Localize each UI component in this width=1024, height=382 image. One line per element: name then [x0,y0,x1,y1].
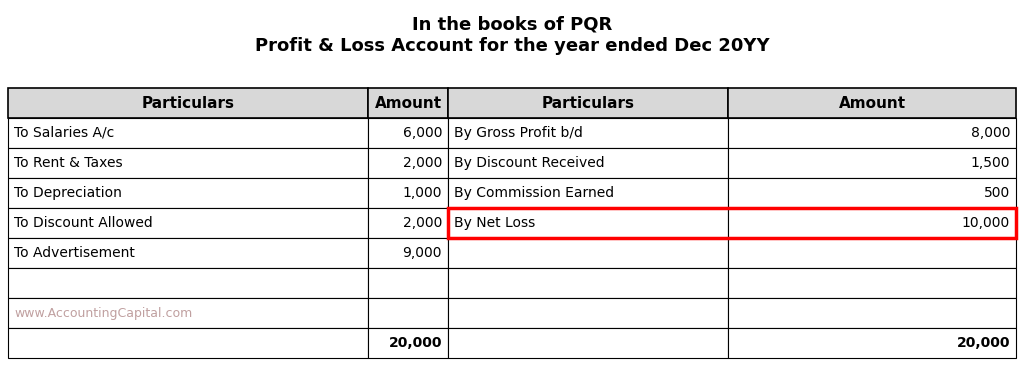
Text: Amount: Amount [839,96,905,110]
Bar [728,298,1016,328]
Bar [728,88,1016,118]
Text: By Commission Earned: By Commission Earned [454,186,614,200]
Bar [368,178,449,208]
Text: Amount: Amount [375,96,441,110]
Text: To Depreciation: To Depreciation [14,186,122,200]
Bar [449,328,728,358]
Bar [8,238,368,268]
Bar [449,298,728,328]
Bar [8,88,368,118]
Text: Profit & Loss Account for the year ended Dec 20YY: Profit & Loss Account for the year ended… [255,37,769,55]
Text: 20,000: 20,000 [956,336,1010,350]
Bar [368,148,449,178]
Bar [8,268,368,298]
Bar [449,238,728,268]
Bar [728,328,1016,358]
Text: 1,000: 1,000 [402,186,442,200]
Text: 20,000: 20,000 [388,336,442,350]
Bar [368,268,449,298]
Bar [449,118,728,148]
Text: 10,000: 10,000 [962,216,1010,230]
Text: To Discount Allowed: To Discount Allowed [14,216,153,230]
Bar [728,178,1016,208]
Bar [368,298,449,328]
Bar [368,88,449,118]
Text: Particulars: Particulars [141,96,234,110]
Text: By Net Loss: By Net Loss [454,216,536,230]
Text: To Salaries A/c: To Salaries A/c [14,126,115,140]
Text: 500: 500 [984,186,1010,200]
Bar [728,148,1016,178]
Bar [8,148,368,178]
Bar [728,118,1016,148]
Text: 2,000: 2,000 [402,216,442,230]
Text: By Gross Profit b/d: By Gross Profit b/d [454,126,583,140]
Text: In the books of PQR: In the books of PQR [412,15,612,33]
Text: 2,000: 2,000 [402,156,442,170]
Bar [368,328,449,358]
Text: 6,000: 6,000 [402,126,442,140]
Bar [449,148,728,178]
Bar [8,118,368,148]
Text: 1,500: 1,500 [971,156,1010,170]
Bar [368,238,449,268]
Text: www.AccountingCapital.com: www.AccountingCapital.com [14,306,193,319]
Text: 9,000: 9,000 [402,246,442,260]
Bar [449,88,728,118]
Text: To Rent & Taxes: To Rent & Taxes [14,156,123,170]
Bar [8,178,368,208]
Text: 8,000: 8,000 [971,126,1010,140]
Text: To Advertisement: To Advertisement [14,246,135,260]
Bar [449,268,728,298]
Bar [728,238,1016,268]
Bar [449,208,1016,238]
Text: By Discount Received: By Discount Received [454,156,604,170]
Text: Particulars: Particulars [542,96,635,110]
Bar [728,268,1016,298]
Bar [8,298,368,328]
Bar [368,118,449,148]
Bar [449,178,728,208]
Bar [8,208,368,238]
Bar [728,208,1016,238]
Bar [449,208,728,238]
Bar [8,328,368,358]
Bar [368,208,449,238]
